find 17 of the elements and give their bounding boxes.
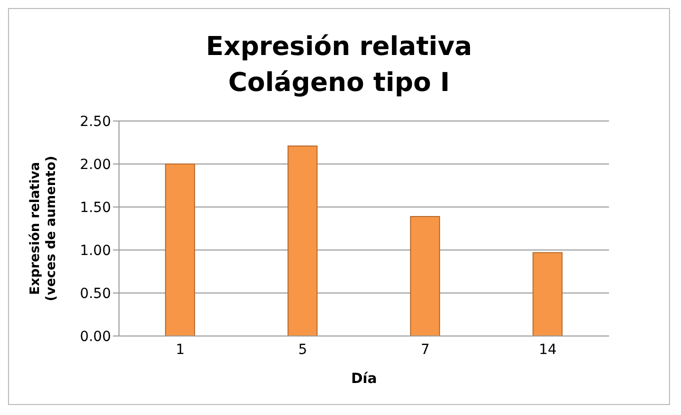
bar [532, 252, 563, 336]
y-tick-label: 0.50 [80, 286, 111, 302]
bar [410, 216, 440, 336]
x-tick-label: 7 [420, 342, 430, 358]
y-tick-label: 2.50 [80, 114, 111, 130]
y-axis-title: Expresión relativa (veces de aumento) [28, 156, 59, 302]
y-tick-label: 0.00 [80, 328, 111, 345]
x-tick-label: 14 [538, 342, 557, 358]
y-tick-label: 2.00 [80, 156, 111, 173]
x-tick-label: 1 [176, 342, 185, 358]
y-tick-label: 1.00 [80, 242, 111, 259]
x-tick-label: 5 [298, 342, 308, 358]
bar [288, 145, 318, 336]
x-axis-title: Día [351, 371, 377, 387]
chart-title: Expresión relativa Colágeno tipo I [204, 31, 474, 100]
bar [165, 164, 196, 336]
y-tick-label: 1.50 [80, 200, 111, 216]
